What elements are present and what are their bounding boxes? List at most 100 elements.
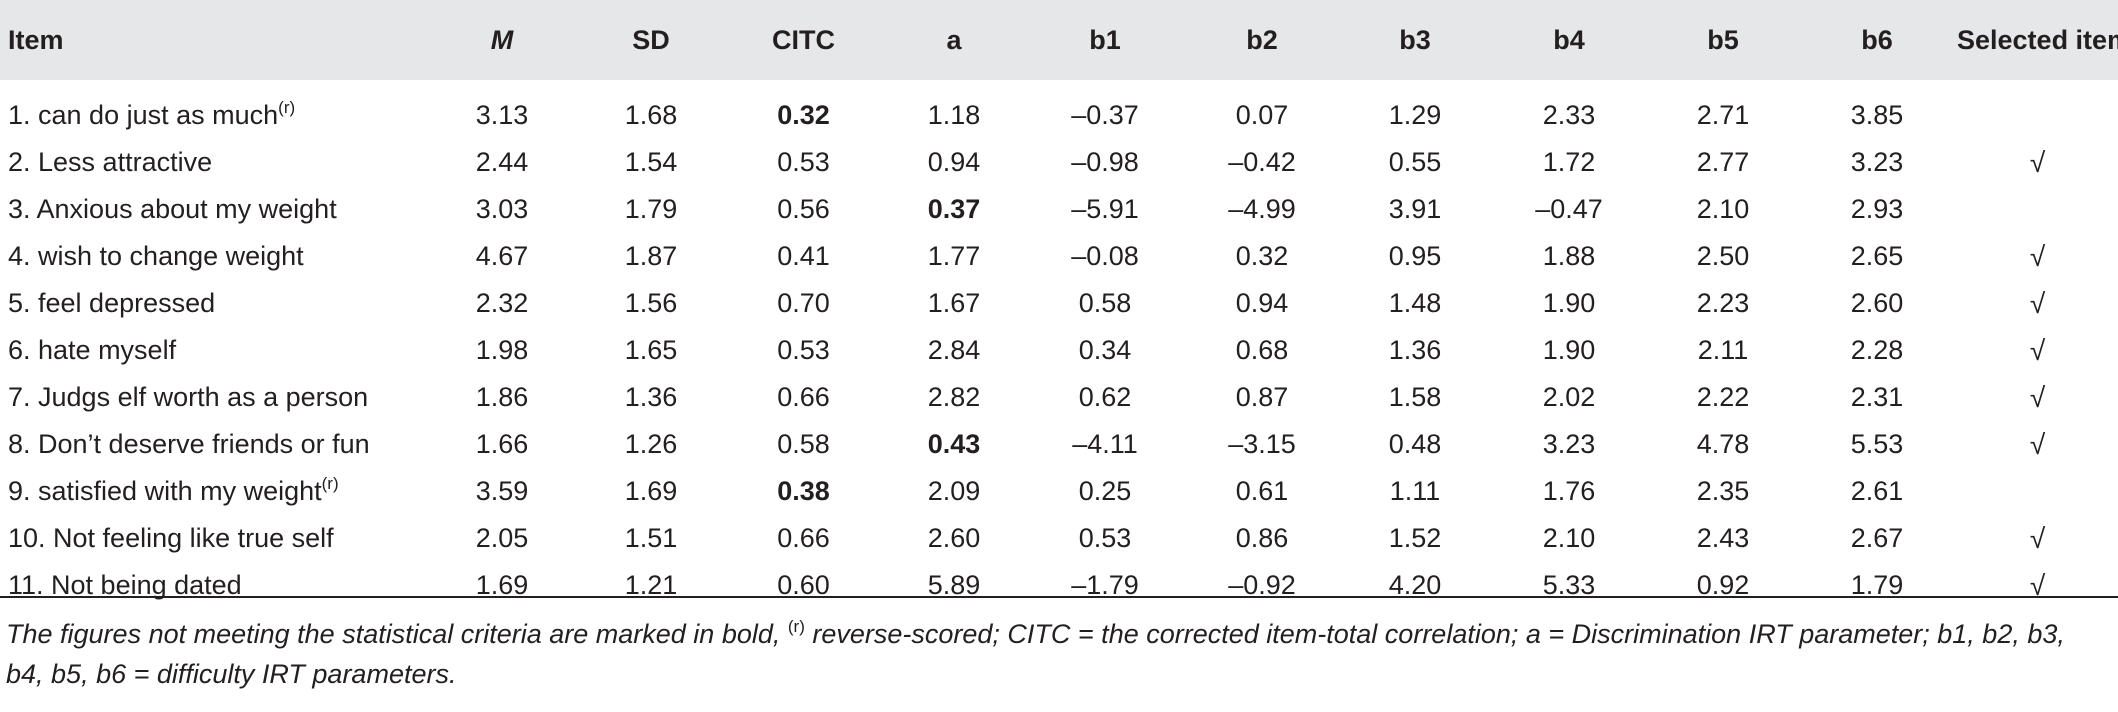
b2-cell: 0.94 [1235, 288, 1289, 318]
header-b4: b4 [1553, 24, 1585, 55]
b6-cell: 2.60 [1850, 288, 1904, 318]
sd-cell: 1.68 [624, 100, 678, 130]
table-row: 4. wish to change weight 4.67 1.87 0.41 1.77… [0, 233, 2118, 280]
table-row: 6. hate myself 1.98 1.65 0.53 2.84 0.34 0.68 1.… [0, 327, 2118, 374]
header-b5: b5 [1707, 24, 1739, 55]
b3-cell: 1.52 [1388, 523, 1442, 553]
b5-cell: 2.50 [1696, 241, 1750, 271]
item-label: 9. satisfied with my weight [8, 476, 322, 506]
b2-cell: –0.92 [1228, 570, 1296, 600]
citc-cell: 0.66 [777, 523, 830, 553]
sd-cell: 1.51 [624, 523, 678, 553]
b3-cell: 0.55 [1388, 147, 1442, 177]
b6-cell: 2.65 [1850, 241, 1904, 271]
b5-cell: 2.10 [1696, 194, 1750, 224]
table-header-row: Item M SD CITC a b1 b2 b3 b4 b5 b6 Selec… [0, 0, 2118, 80]
citc-cell: 0.60 [777, 570, 830, 600]
b3-cell: 0.95 [1388, 241, 1442, 271]
citc-cell: 0.70 [777, 288, 830, 318]
table-row: 8. Don’t deserve friends or fun 1.66 1.26 0… [0, 421, 2118, 468]
mean-cell: 1.86 [475, 382, 529, 412]
b5-cell: 4.78 [1696, 429, 1750, 459]
item-label: 10. Not feeling like true self [8, 523, 334, 553]
b5-cell: 0.92 [1696, 570, 1750, 600]
b5-cell: 2.11 [1697, 335, 1749, 365]
reverse-scored-marker: (r) [278, 98, 296, 117]
mean-cell: 2.05 [475, 523, 529, 553]
sd-cell: 1.21 [624, 570, 678, 600]
a-cell: 2.60 [927, 523, 981, 553]
a-cell: 1.77 [927, 241, 981, 271]
a-cell: 0.43 [927, 429, 981, 459]
b2-cell: 0.87 [1235, 382, 1289, 412]
b5-cell: 2.43 [1696, 523, 1750, 553]
item-label: 8. Don’t deserve friends or fun [8, 429, 370, 459]
table-bottom-rule [0, 596, 2118, 598]
selected-checkmark-cell [1957, 468, 2118, 515]
selected-checkmark-cell: √ [2029, 428, 2046, 460]
header-b3: b3 [1399, 24, 1431, 55]
b1-cell: –5.91 [1071, 194, 1139, 224]
table-row: 1. can do just as much(r) 3.13 1.68 0.32 1.1… [0, 80, 2118, 139]
sd-cell: 1.87 [624, 241, 678, 271]
selected-checkmark-cell [1957, 80, 2118, 139]
table-row: 2. Less attractive 2.44 1.54 0.53 0.94 –0.98 –… [0, 139, 2118, 186]
header-b6: b6 [1861, 24, 1893, 55]
header-a: a [946, 24, 962, 55]
b6-cell: 1.79 [1850, 570, 1904, 600]
table-row: 7. Judgs elf worth as a person 1.86 1.36 0.… [0, 374, 2118, 421]
header-citc: CITC [772, 24, 835, 55]
a-cell: 0.94 [927, 147, 981, 177]
mean-cell: 2.32 [475, 288, 529, 318]
selected-checkmark-cell: √ [2029, 240, 2046, 272]
item-label-cell: 8. Don’t deserve friends or fun [0, 421, 428, 468]
a-cell: 2.82 [927, 382, 981, 412]
header-item: Item [8, 24, 64, 55]
mean-cell: 4.67 [475, 241, 529, 271]
item-label: 4. wish to change weight [8, 241, 304, 271]
selected-checkmark-cell: √ [2029, 522, 2046, 554]
header-mean: M [490, 24, 514, 55]
data-table-container: Item M SD CITC a b1 b2 b3 b4 b5 b6 Selec… [0, 0, 2118, 609]
b3-cell: 1.11 [1389, 476, 1441, 506]
sd-cell: 1.79 [624, 194, 678, 224]
a-cell: 1.18 [927, 100, 981, 130]
selected-checkmark-cell [1957, 186, 2118, 233]
item-label: 3. Anxious about my weight [8, 194, 337, 224]
sd-cell: 1.65 [624, 335, 678, 365]
sd-cell: 1.36 [624, 382, 678, 412]
table-row: 10. Not feeling like true self 2.05 1.51 0.… [0, 515, 2118, 562]
header-selected-items: Selected items [1957, 24, 2118, 55]
item-label-cell: 5. feel depressed [0, 280, 428, 327]
header-b2: b2 [1246, 24, 1278, 55]
b6-cell: 2.31 [1850, 382, 1904, 412]
table-body: 1. can do just as much(r) 3.13 1.68 0.32 1.1… [0, 80, 2118, 609]
citc-cell: 0.58 [777, 429, 830, 459]
item-label-cell: 4. wish to change weight [0, 233, 428, 280]
a-cell: 0.37 [927, 194, 981, 224]
b4-cell: 1.90 [1542, 335, 1596, 365]
b6-cell: 2.67 [1850, 523, 1904, 553]
selected-checkmark-cell: √ [2029, 381, 2046, 413]
b3-cell: 4.20 [1388, 570, 1442, 600]
mean-cell: 1.66 [475, 429, 529, 459]
sd-cell: 1.56 [624, 288, 678, 318]
b4-cell: 2.33 [1542, 100, 1596, 130]
table-footnote: The figures not meeting the statistical … [6, 614, 2096, 694]
item-label-cell: 3. Anxious about my weight [0, 186, 428, 233]
b2-cell: 0.61 [1235, 476, 1289, 506]
item-label: 5. feel depressed [8, 288, 216, 318]
header-b1: b1 [1089, 24, 1121, 55]
b1-cell: 0.58 [1078, 288, 1132, 318]
b2-cell: 0.86 [1235, 523, 1289, 553]
b1-cell: –4.11 [1072, 429, 1138, 459]
b2-cell: –0.42 [1228, 147, 1296, 177]
b1-cell: 0.25 [1078, 476, 1132, 506]
reverse-scored-marker: (r) [321, 474, 339, 493]
b5-cell: 2.22 [1696, 382, 1750, 412]
b4-cell: 1.90 [1542, 288, 1596, 318]
mean-cell: 1.98 [475, 335, 529, 365]
b3-cell: 1.48 [1388, 288, 1442, 318]
selected-checkmark-cell: √ [2029, 334, 2046, 366]
table-row: 11. Not being dated 1.69 1.21 0.60 5.89 –1.79… [0, 562, 2118, 609]
